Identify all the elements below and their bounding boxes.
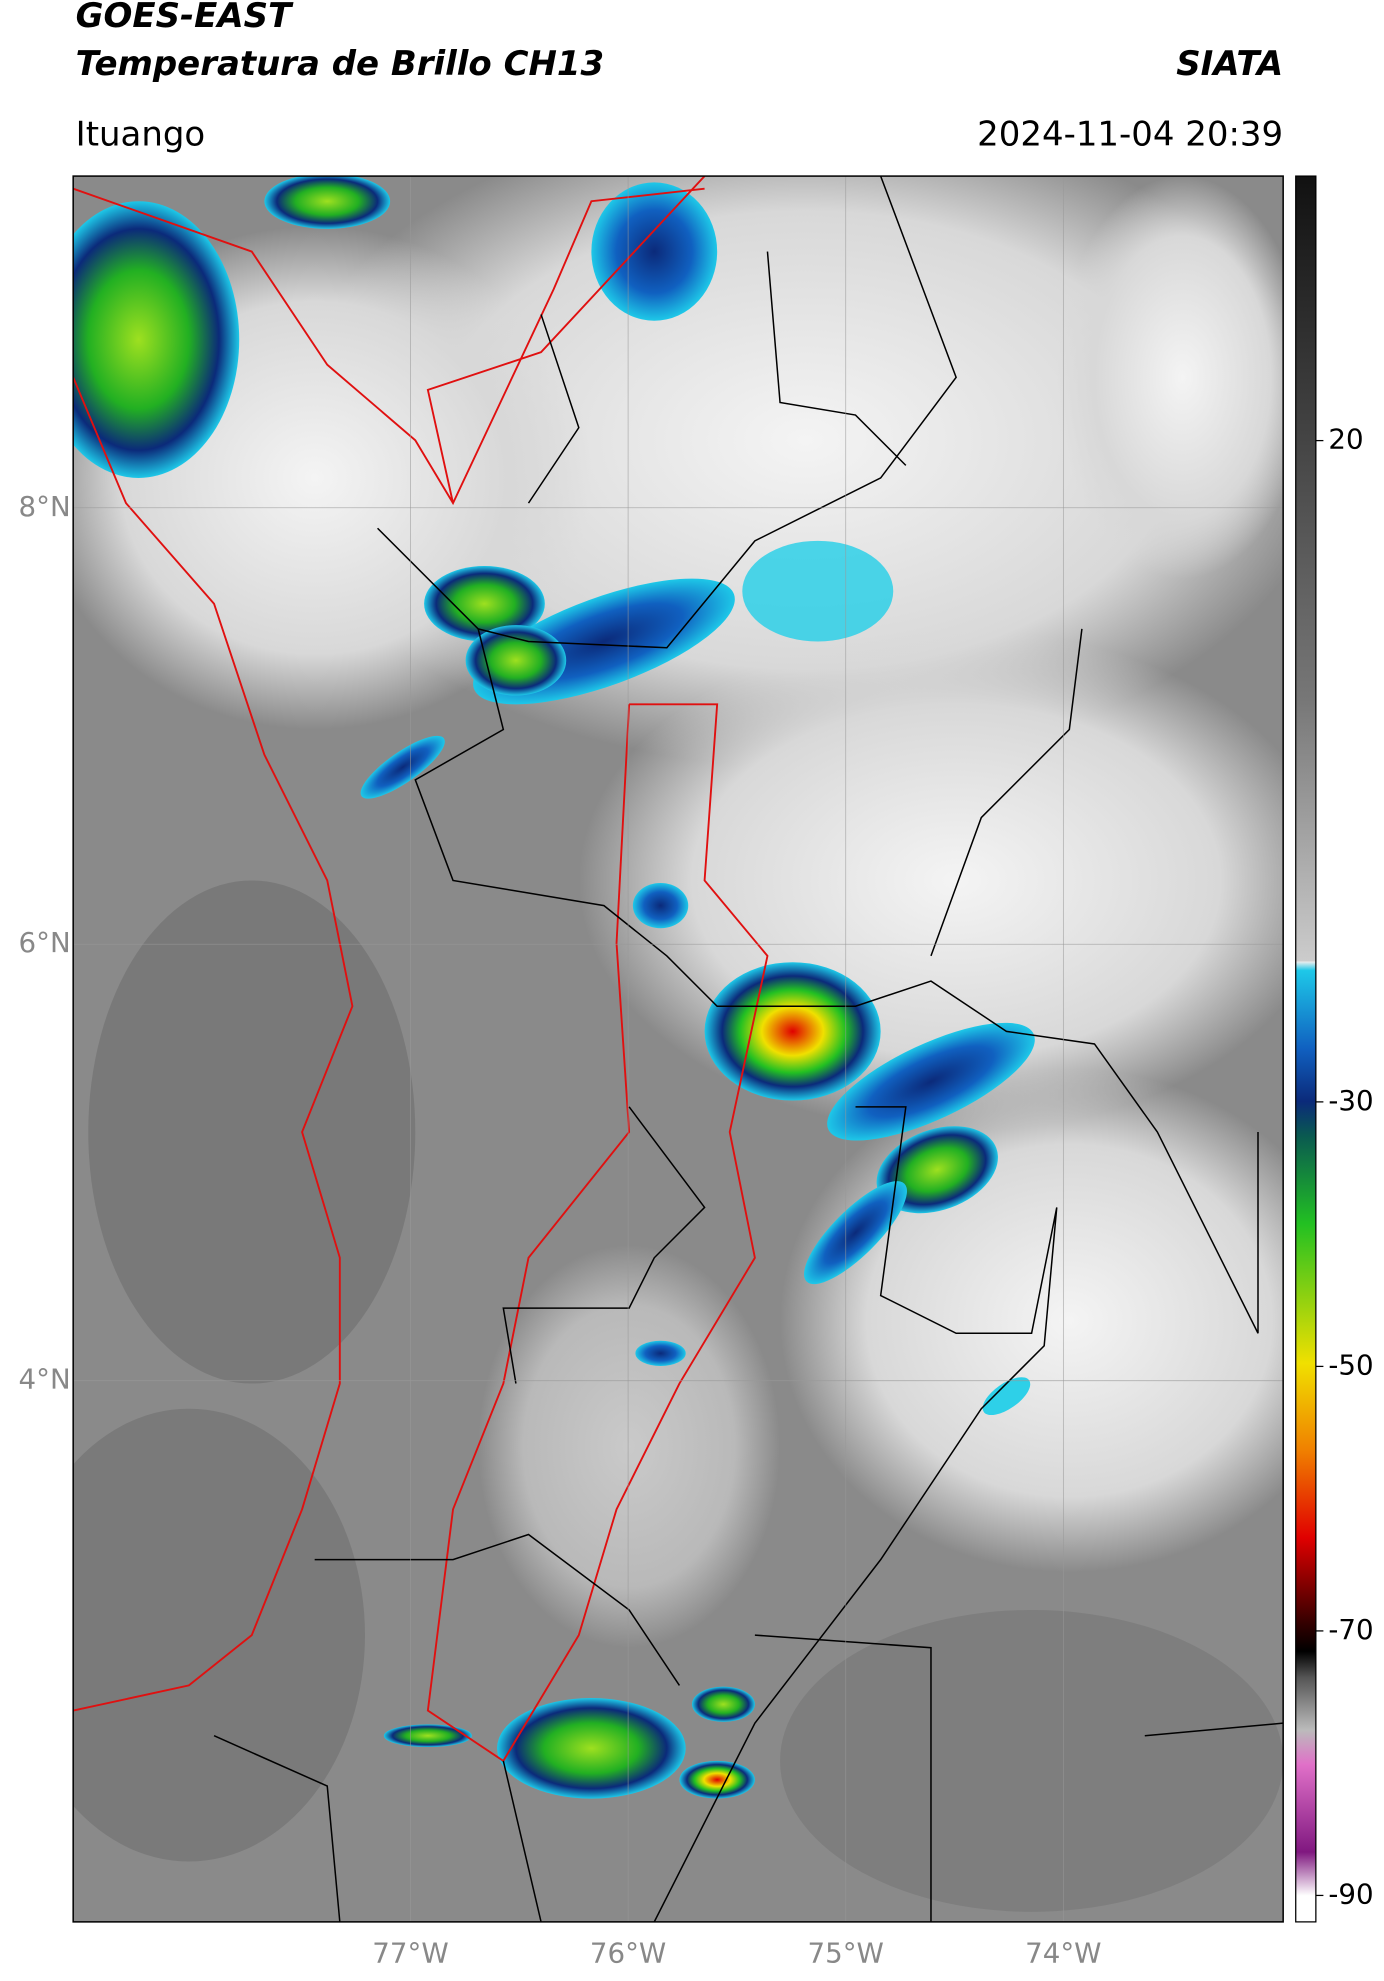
title: GOES-EAST: [76, 0, 294, 36]
colorbar-tick-label: -30: [1328, 1084, 1373, 1117]
source: SIATA: [1176, 44, 1283, 84]
x-tick-label: 75°W: [808, 1937, 884, 1970]
datetime: 2024-11-04 20:39: [977, 114, 1283, 154]
x-tick-label: 77°W: [372, 1937, 448, 1970]
colorbar: [1295, 175, 1317, 1923]
map-frame: [72, 175, 1284, 1923]
x-tick-label: 74°W: [1025, 1937, 1101, 1970]
colorbar-tick-label: 20: [1328, 423, 1363, 456]
y-tick-label: 6°N: [19, 926, 71, 959]
subtitle: Temperatura de Brillo CH13: [76, 44, 604, 84]
map-image: [73, 176, 1284, 1922]
colorbar-tick-label: -70: [1328, 1613, 1373, 1646]
colorbar-tick-label: -90: [1328, 1877, 1373, 1910]
y-tick-label: 8°N: [19, 490, 71, 523]
location: Ituango: [76, 114, 206, 154]
colorbar-tick-label: -50: [1328, 1348, 1373, 1381]
x-tick-label: 76°W: [590, 1937, 666, 1970]
y-tick-label: 4°N: [19, 1363, 71, 1396]
